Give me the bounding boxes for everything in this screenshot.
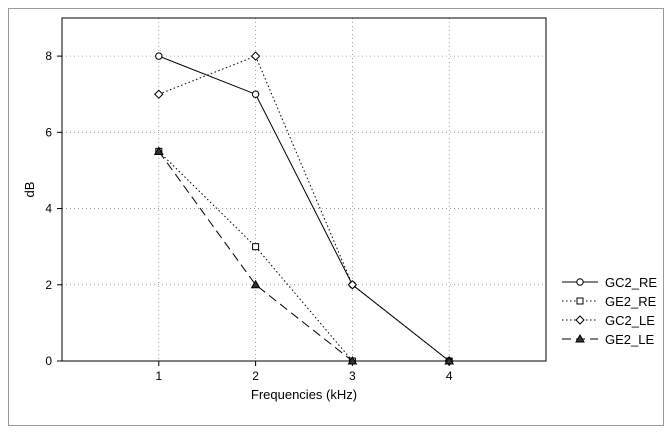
series-layer xyxy=(153,51,455,366)
axis-ticks: 1 2 3 4 0 2 4 6 8 xyxy=(45,49,453,383)
triangle-marker xyxy=(444,355,455,365)
y-tick-label: 0 xyxy=(45,354,52,368)
series-line xyxy=(158,55,450,362)
legend-label: GE2_RE xyxy=(605,294,657,309)
square-marker xyxy=(576,297,584,305)
legend-item: GC2_LE xyxy=(562,313,655,328)
series-ge2-le xyxy=(153,146,455,365)
triangle-marker xyxy=(347,355,358,365)
series-line xyxy=(158,151,450,362)
square-marker xyxy=(252,243,260,251)
plot-area xyxy=(61,17,547,362)
x-tick-label: 2 xyxy=(252,369,259,383)
circle-marker xyxy=(576,278,584,286)
triangle-marker xyxy=(575,333,585,343)
series-line xyxy=(158,151,450,362)
x-tick-label: 3 xyxy=(349,369,356,383)
legend-item: GE2_RE xyxy=(562,294,657,309)
triangle-marker xyxy=(153,146,164,155)
y-tick-label: 4 xyxy=(45,202,52,216)
diamond-marker xyxy=(250,51,261,61)
diamond-marker xyxy=(575,315,585,325)
chart-frame xyxy=(8,8,664,426)
y-tick-label: 2 xyxy=(45,278,52,292)
y-tick-label: 6 xyxy=(45,125,52,139)
circle-marker xyxy=(155,52,163,60)
x-tick-label: 1 xyxy=(155,369,162,383)
series-gc2-le xyxy=(154,51,454,366)
legend-label: GE2_LE xyxy=(605,332,654,347)
diamond-marker xyxy=(154,89,164,99)
legend: GC2_RE GE2_RE GC2_LE GE2_LE xyxy=(562,275,657,347)
triangle-marker xyxy=(250,279,261,289)
legend-item: GC2_RE xyxy=(562,275,657,290)
x-axis-label: Frequencies (kHz) xyxy=(251,387,357,402)
legend-label: GC2_LE xyxy=(605,313,655,328)
x-tick-label: 4 xyxy=(446,369,453,383)
grid-lines xyxy=(62,18,546,361)
series-ge2-re xyxy=(155,147,453,365)
legend-label: GC2_RE xyxy=(605,275,657,290)
legend-item: GE2_LE xyxy=(562,332,654,347)
circle-marker xyxy=(251,90,260,98)
y-tick-label: 8 xyxy=(45,49,52,63)
diamond-marker xyxy=(347,280,358,290)
y-axis-label: dB xyxy=(22,182,37,198)
